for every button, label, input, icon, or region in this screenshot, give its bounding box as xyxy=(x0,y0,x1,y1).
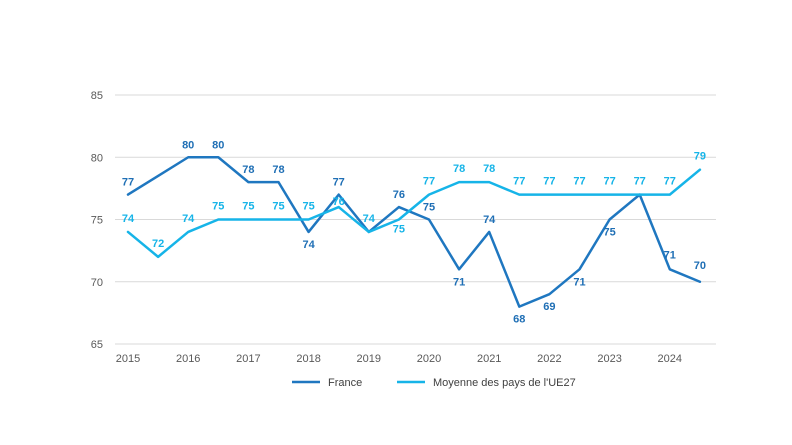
data-label-france: 78 xyxy=(242,164,254,176)
legend-label: France xyxy=(328,377,362,389)
data-label-eu27: 72 xyxy=(152,238,164,250)
data-label-eu27: 78 xyxy=(483,163,495,175)
data-label-eu27: 77 xyxy=(513,176,525,188)
data-label-france: 75 xyxy=(423,202,435,214)
data-label-eu27: 77 xyxy=(543,176,555,188)
x-tick-label: 2022 xyxy=(537,353,561,365)
legend: France Moyenne des pays de l'UE27 xyxy=(292,377,576,389)
data-label-eu27: 74 xyxy=(363,213,376,225)
data-label-france: 68 xyxy=(513,314,525,326)
data-label-france: 70 xyxy=(694,260,706,272)
y-tick-label: 75 xyxy=(91,215,103,227)
data-label-eu27: 75 xyxy=(393,224,405,236)
legend-label: Moyenne des pays de l'UE27 xyxy=(433,377,576,389)
data-label-france: 71 xyxy=(664,249,676,261)
x-tick-label: 2015 xyxy=(116,353,140,365)
data-label-france: 76 xyxy=(393,189,405,201)
data-label-france: 80 xyxy=(212,139,224,151)
data-label-eu27: 77 xyxy=(573,176,585,188)
data-label-france: 71 xyxy=(573,276,585,288)
data-label-eu27: 77 xyxy=(634,176,646,188)
series-line-france xyxy=(126,156,702,308)
data-label-eu27: 75 xyxy=(212,201,224,213)
data-label-france: 74 xyxy=(483,214,496,226)
x-tick-label: 2024 xyxy=(658,353,682,365)
y-tick-label: 85 xyxy=(91,90,103,102)
x-tick-label: 2016 xyxy=(176,353,200,365)
y-tick-label: 65 xyxy=(91,339,103,351)
series-line-eu27 xyxy=(126,168,702,259)
data-label-eu27: 74 xyxy=(122,213,135,225)
x-tick-label: 2021 xyxy=(477,353,501,365)
data-labels: 77 80 80 78 78 74 77 76 75 71 74 68 69 71 75 71 70 74 72 74… xyxy=(122,139,706,325)
x-tick-label: 2020 xyxy=(417,353,441,365)
data-label-france: 69 xyxy=(543,301,555,313)
x-tick-label: 2018 xyxy=(296,353,320,365)
data-label-eu27: 77 xyxy=(603,176,615,188)
data-label-eu27: 79 xyxy=(694,151,706,163)
data-label-france: 78 xyxy=(272,164,284,176)
gridlines xyxy=(115,94,716,345)
data-label-eu27: 78 xyxy=(453,163,465,175)
data-label-eu27: 74 xyxy=(182,213,195,225)
x-tick-label: 2017 xyxy=(236,353,260,365)
data-label-france: 74 xyxy=(302,239,315,251)
data-label-france: 80 xyxy=(182,139,194,151)
y-tick-label: 70 xyxy=(91,277,103,289)
data-label-france: 77 xyxy=(333,177,345,189)
data-label-france: 75 xyxy=(603,227,615,239)
y-tick-label: 80 xyxy=(91,152,103,164)
data-label-eu27: 75 xyxy=(302,201,314,213)
data-label-france: 77 xyxy=(122,177,134,189)
y-axis-ticks: 65 70 75 80 85 xyxy=(91,90,103,351)
data-label-eu27: 77 xyxy=(423,176,435,188)
x-tick-label: 2019 xyxy=(357,353,381,365)
x-axis-ticks: 2015 2016 2017 2018 2019 2020 2021 2022 2023 2024 xyxy=(116,353,682,365)
data-label-eu27: 76 xyxy=(333,196,345,208)
series-lines xyxy=(126,156,702,308)
x-tick-label: 2023 xyxy=(597,353,621,365)
data-label-eu27: 77 xyxy=(664,176,676,188)
data-label-france: 71 xyxy=(453,276,465,288)
data-label-eu27: 75 xyxy=(242,201,254,213)
data-label-eu27: 75 xyxy=(272,201,284,213)
